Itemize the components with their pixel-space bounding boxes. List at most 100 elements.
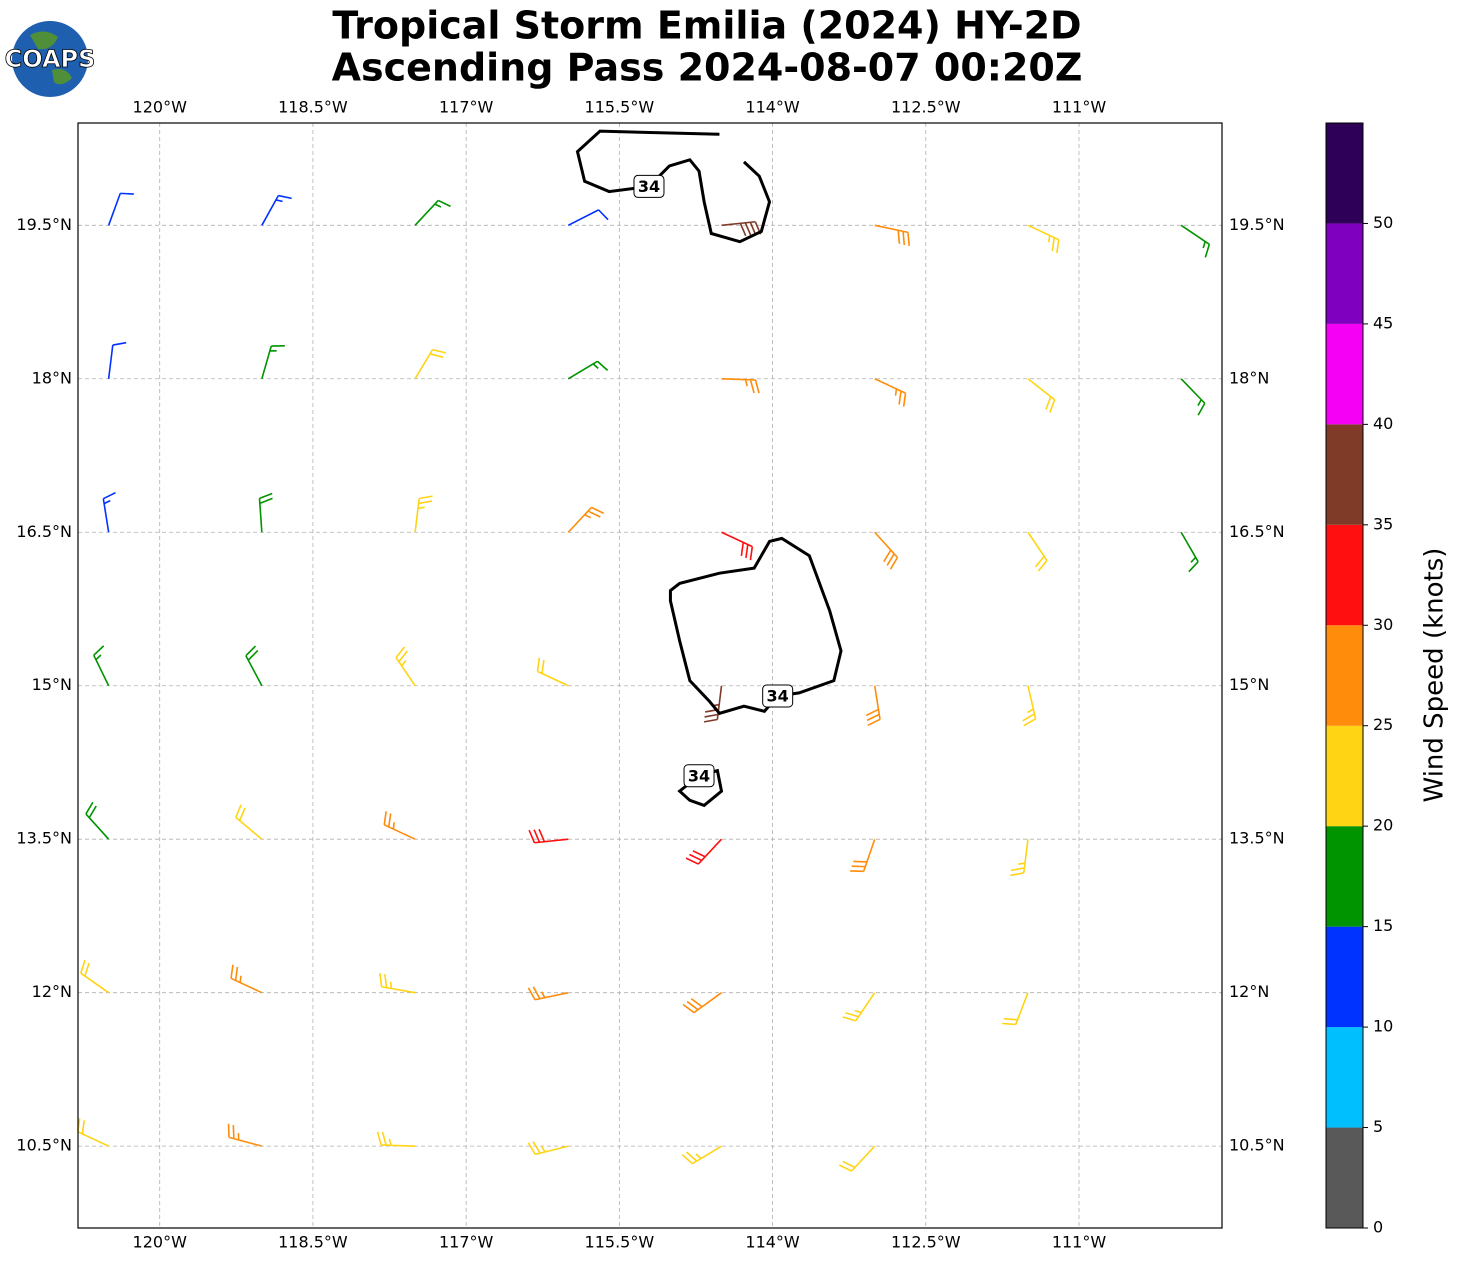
x-tick-label-top: 120°W — [133, 98, 188, 117]
y-tick-label-right: 16.5°N — [1229, 522, 1285, 541]
wind-barb — [379, 973, 416, 994]
wind-barb — [383, 811, 416, 840]
contour-label-box — [683, 764, 715, 788]
wind-barb — [414, 348, 446, 380]
colorbar-tick-label: 45 — [1373, 313, 1393, 332]
logo: COAPS — [4, 21, 96, 97]
wind-barb — [1180, 378, 1206, 416]
wind-barb — [376, 1131, 416, 1147]
chart-title: Tropical Storm Emilia (2024) HY-2D — [332, 4, 1081, 48]
wind-barb — [682, 992, 722, 1014]
colorbar-tick-label: 30 — [1373, 615, 1393, 634]
wind-barb — [395, 646, 416, 687]
wind-barb — [567, 506, 605, 533]
wind-barb — [874, 378, 907, 407]
colorbar: 0 5 10 15 20 25 30 35 40 45 50 Wind Speed (knots) — [1325, 122, 1450, 1237]
wind-barb — [414, 495, 433, 533]
wind-barb — [1027, 531, 1048, 572]
colorbar-segment — [1326, 725, 1363, 827]
wind-barb — [842, 992, 876, 1022]
x-tick-label: 115.5°W — [585, 1233, 655, 1252]
chart-subtitle: Ascending Pass 2024-08-07 00:20Z — [332, 46, 1083, 90]
wind-barb — [227, 1123, 263, 1147]
wind-barb — [414, 199, 451, 226]
contour-line — [575, 129, 772, 244]
wind-barb — [685, 838, 723, 865]
wind-barb — [1180, 531, 1199, 573]
colorbar-segment — [1326, 625, 1363, 726]
colorbar-frame — [1325, 122, 1364, 1229]
x-tick-label-top: 117°W — [439, 98, 494, 117]
wind-barb — [850, 838, 876, 873]
x-tick-label: 117°W — [439, 1233, 494, 1252]
wind-barb — [102, 491, 116, 533]
colorbar-segment — [1326, 926, 1363, 1028]
wind-barb — [567, 209, 609, 227]
wind-barb — [721, 531, 754, 561]
colorbar-segment — [1326, 1127, 1363, 1228]
wind-barb — [681, 1145, 722, 1165]
y-tick-label: 13.5°N — [16, 829, 72, 848]
wind-barb — [567, 360, 609, 380]
colorbar-segment — [1326, 1027, 1363, 1128]
y-tick-label: 15°N — [32, 675, 72, 694]
colorbar-tick-label: 0 — [1373, 1218, 1383, 1237]
wind-barb — [1002, 992, 1029, 1026]
logo-text: COAPS — [5, 45, 96, 73]
wind-barb — [230, 964, 263, 994]
y-tick-label: 16.5°N — [16, 522, 72, 541]
x-tick-label-top: 114°W — [745, 98, 800, 117]
wind-barb — [1027, 378, 1056, 413]
x-tick-label-top: 111°W — [1052, 98, 1107, 117]
colorbar-segment — [1326, 424, 1363, 525]
colorbar-segment — [1326, 826, 1363, 927]
contour-label-box — [762, 684, 794, 708]
y-tick-label-right: 13.5°N — [1229, 829, 1285, 848]
wind-barb — [93, 645, 110, 687]
wind-barb — [874, 531, 899, 570]
wind-barb — [235, 804, 263, 840]
x-tick-label: 111°W — [1052, 1233, 1107, 1252]
y-tick-label: 12°N — [32, 982, 72, 1001]
x-tick-label: 114°W — [745, 1233, 800, 1252]
colorbar-tick-label: 20 — [1373, 816, 1393, 835]
wind-barb — [527, 1141, 569, 1156]
colorbar-label: Wind Speed (knots) — [1420, 548, 1450, 803]
wind-barb — [261, 194, 292, 226]
colorbar-segment — [1326, 323, 1363, 425]
wind-barb — [80, 959, 110, 994]
wind-barb — [703, 685, 723, 723]
x-tick-label-top: 118.5°W — [278, 98, 348, 117]
colorbar-tick-label: 35 — [1373, 514, 1393, 533]
x-tick-label: 112.5°W — [891, 1233, 961, 1252]
wind-barb — [261, 345, 285, 380]
wind-barb — [85, 801, 110, 840]
wind-barb — [721, 220, 762, 237]
y-tick-label-right: 15°N — [1229, 675, 1269, 694]
wind-barb — [1010, 839, 1029, 877]
colorbar-tick-label: 25 — [1373, 715, 1393, 734]
wind-barb — [865, 685, 881, 727]
wind-barb — [874, 224, 910, 247]
y-tick-label-right: 12°N — [1229, 982, 1269, 1001]
wind-barb — [1022, 685, 1037, 727]
y-tick-label: 10.5°N — [16, 1136, 72, 1155]
wind-barb — [107, 192, 134, 226]
colorbar-tick-label: 40 — [1373, 414, 1393, 433]
contour-line — [668, 536, 843, 716]
colorbar-segment — [1326, 524, 1363, 626]
colorbar-tick-label: 50 — [1373, 213, 1393, 232]
y-tick-label-right: 10.5°N — [1229, 1136, 1285, 1155]
y-tick-label-right: 19.5°N — [1229, 215, 1285, 234]
plot-frame — [77, 122, 1223, 1229]
colorbar-segment — [1326, 223, 1363, 324]
plot-area: 34 34 34 — [78, 123, 1222, 1228]
colorbar-tick-label: 10 — [1373, 1017, 1393, 1036]
x-tick-label: 120°W — [133, 1233, 188, 1252]
colorbar-tick-label: 15 — [1373, 916, 1393, 935]
y-tick-label: 18°N — [32, 368, 72, 387]
wind-barb — [107, 341, 127, 379]
x-tick-label-top: 112.5°W — [891, 98, 961, 117]
